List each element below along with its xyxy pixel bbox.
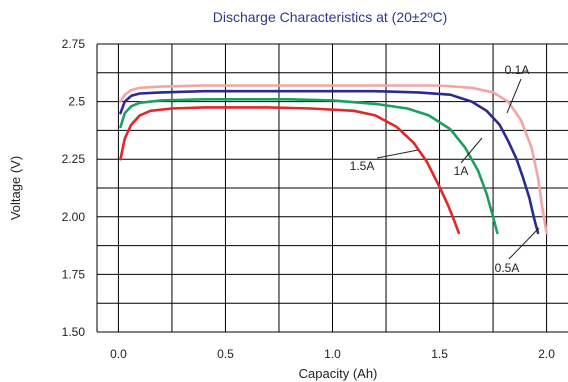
y-tick-label: 2.5 [68,95,85,109]
y-tick-label: 1.50 [62,325,86,339]
chart-title: Discharge Characteristics at (20±2ºC) [213,9,448,25]
series-line-0-1a [119,84,548,235]
series-line-0-5a [119,89,540,235]
series-lines [119,84,548,235]
x-tick-label: 0.5 [217,347,234,361]
y-tick-label: 2.00 [62,210,86,224]
x-tick-labels: 0.0 0.5 1.0 1.5 2.0 [110,347,555,361]
x-tick-label: 1.5 [431,347,448,361]
annotation-label-0-1a: 0.1A [505,63,530,77]
x-tick-label: 1.0 [324,347,341,361]
y-tick-label: 1.75 [62,267,86,281]
annotation-label-0-5a: 0.5A [495,261,520,275]
y-axis-label: Voltage (V) [8,156,23,220]
x-axis-label: Capacity (Ah) [299,366,378,381]
y-tick-labels: 1.50 1.75 2.00 2.25 2.5 2.75 [62,37,86,339]
series-line-1-5a [119,106,461,235]
x-tick-label: 2.0 [538,347,555,361]
annotation-leader-0-5a [508,227,540,260]
annotation-label-1a: 1A [454,164,469,178]
annotation-leader-1-5a [376,149,419,159]
annotation-label-1-5a: 1.5A [350,159,375,173]
x-tick-label: 0.0 [110,347,127,361]
series-line-1a [119,98,499,235]
annotation-leader-1a [460,137,483,164]
y-tick-label: 2.25 [62,152,86,166]
series-annotations: 0.1A 1.5A 1A 0.5A [350,63,540,275]
annotation-leader-0-1a [506,78,522,114]
y-tick-label: 2.75 [62,37,86,51]
